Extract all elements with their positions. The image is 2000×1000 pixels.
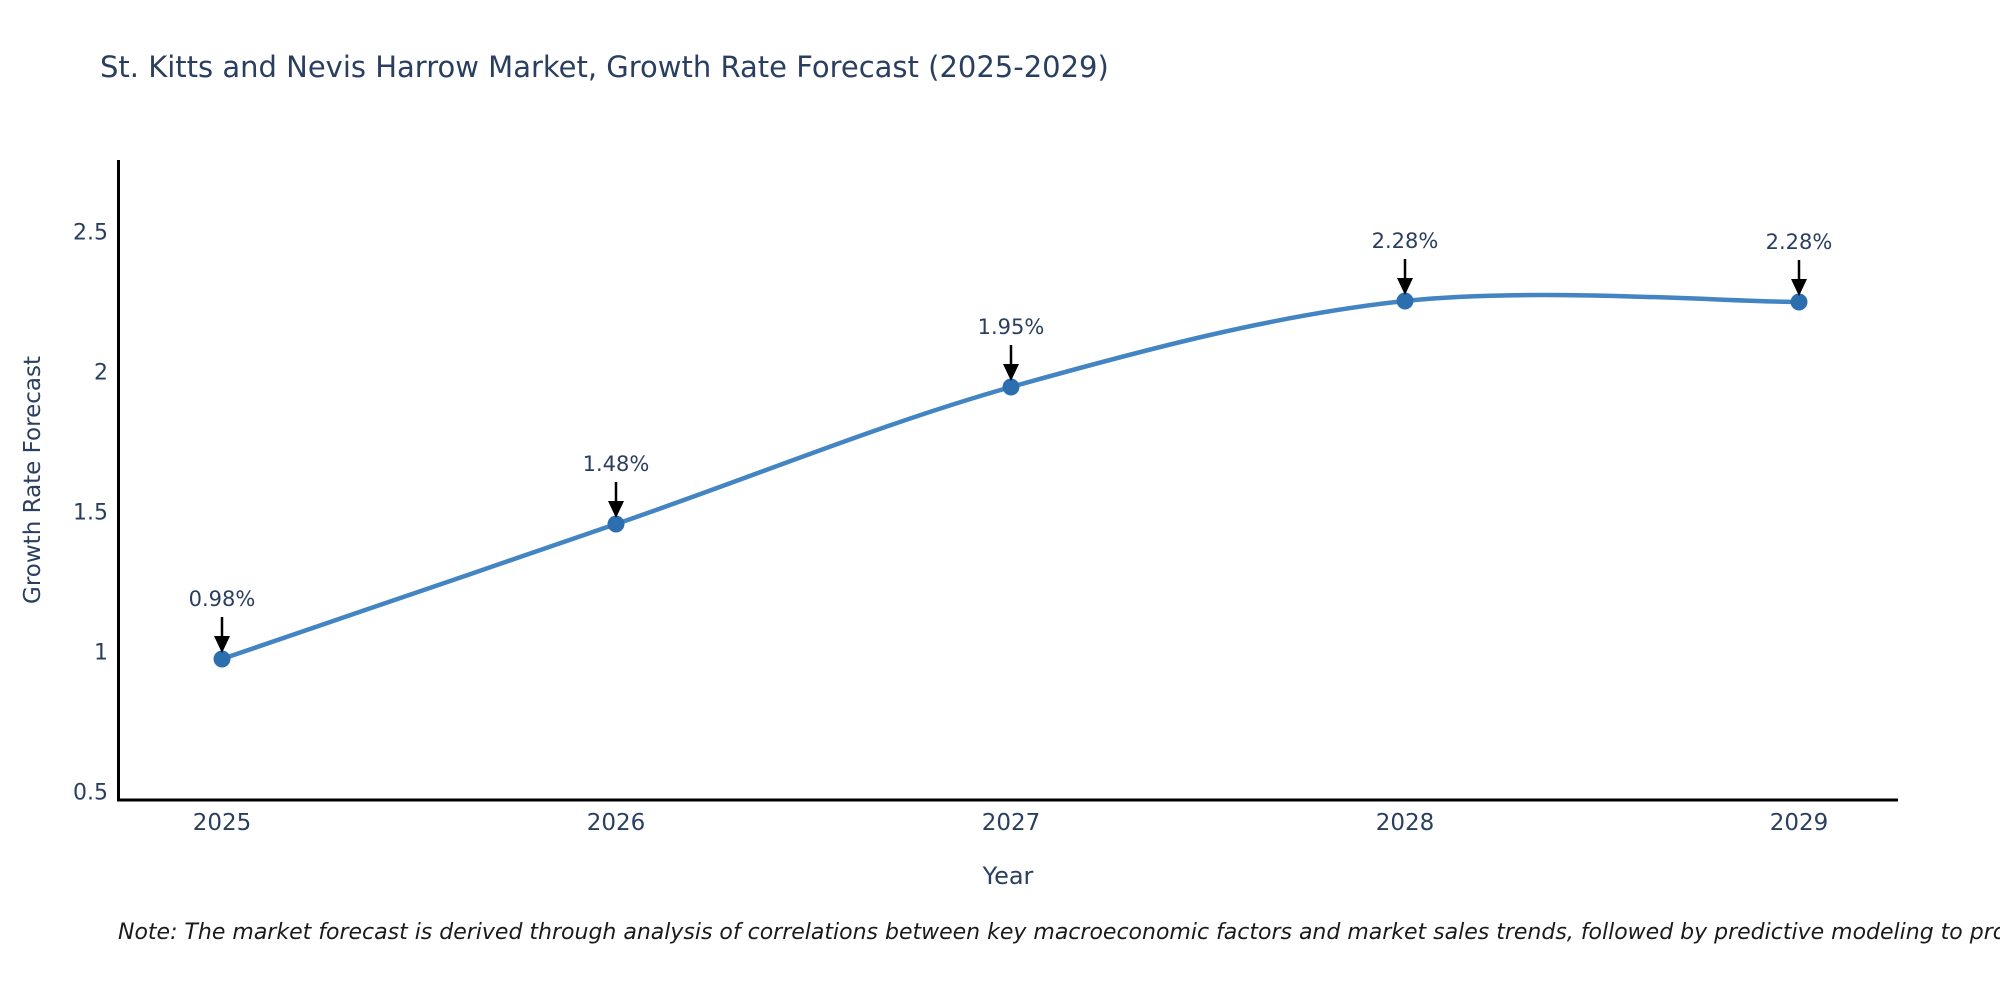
point-annotation-2028: 2.28%	[1371, 229, 1439, 253]
x-axis-title: Year	[982, 862, 1034, 890]
annotation-arrow-2025	[214, 617, 230, 653]
data-point-marker-2027	[1002, 378, 1020, 396]
point-annotation-2026: 1.48%	[582, 452, 650, 476]
data-point-marker-2029	[1790, 293, 1808, 311]
y-tick-label-2-5: 2.5	[73, 220, 108, 246]
y-tick-label-1-5: 1.5	[73, 500, 108, 526]
annotation-arrow-2027	[1003, 345, 1019, 381]
annotation-arrow-2028	[1397, 259, 1413, 295]
x-tick-label-2026: 2026	[586, 810, 646, 836]
point-annotation-2027: 1.95%	[977, 315, 1045, 339]
point-annotation-2025: 0.98%	[188, 587, 256, 611]
data-point-marker-2025	[213, 650, 231, 668]
y-tick-label-0-5: 0.5	[73, 780, 108, 806]
y-tick-label-2: 2	[94, 360, 108, 386]
data-point-marker-2026	[607, 515, 625, 533]
x-tick-label-2028: 2028	[1375, 810, 1435, 836]
x-tick-label-2025: 2025	[192, 810, 252, 836]
chart-title: St. Kitts and Nevis Harrow Market, Growt…	[100, 50, 1109, 84]
annotation-arrow-2029	[1791, 260, 1807, 296]
y-tick-label-1: 1	[94, 640, 108, 666]
data-point-marker-2028	[1396, 292, 1414, 310]
x-tick-label-2027: 2027	[981, 810, 1041, 836]
footnote-text: Note: The market forecast is derived thr…	[118, 920, 2000, 945]
x-tick-label-2029: 2029	[1769, 810, 1829, 836]
point-annotation-2029: 2.28%	[1765, 230, 1833, 254]
annotation-arrow-2026	[608, 482, 624, 518]
